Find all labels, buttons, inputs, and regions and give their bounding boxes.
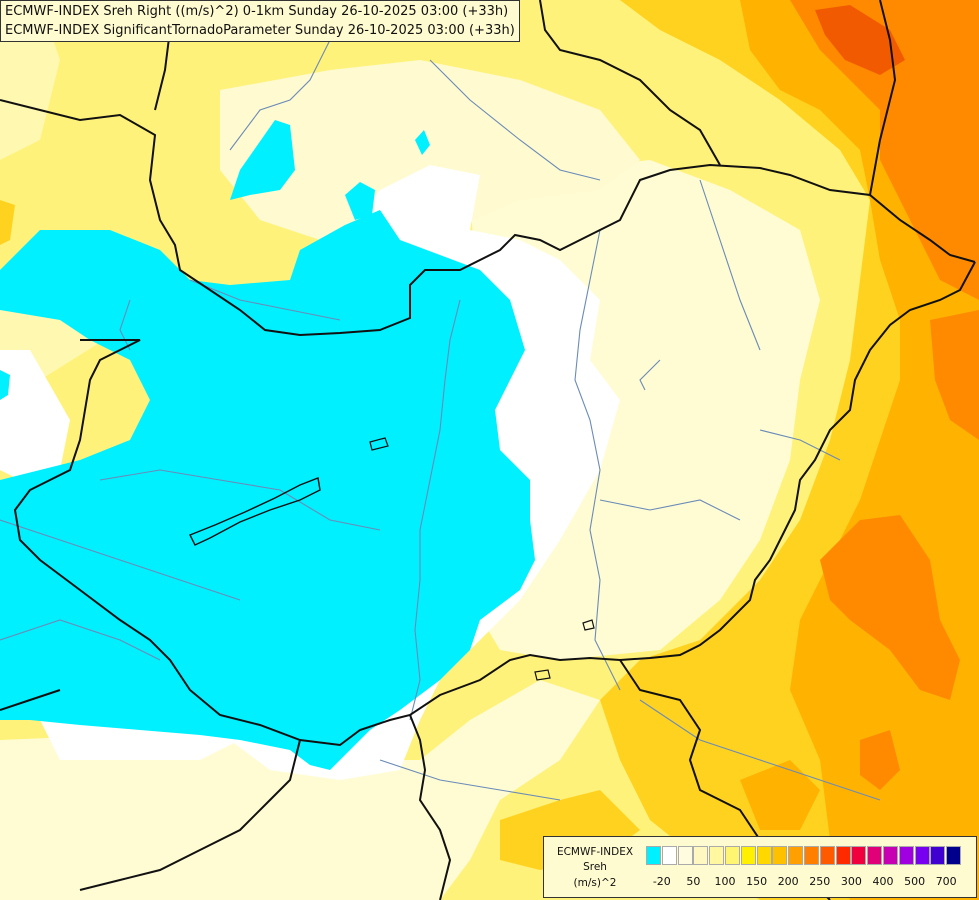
deep-orange-zone-se2 (860, 730, 900, 790)
legend-swatch (693, 846, 709, 865)
legend-tick-label: 400 (872, 875, 894, 888)
legend-tick-label: 300 (840, 875, 862, 888)
legend-swatch (946, 846, 962, 865)
legend-swatch (709, 846, 725, 865)
red-orange-zone-ne (815, 5, 905, 75)
legend-swatch (883, 846, 898, 865)
legend-swatch (804, 846, 819, 865)
legend-tick-label: -20 (652, 875, 671, 888)
legend-swatch (819, 846, 835, 865)
title-line-sreh: ECMWF-INDEX Sreh Right ((m/s)^2) 0-1km S… (5, 4, 509, 19)
lake-small-2 (582, 619, 595, 631)
orange-zone-south-blob (740, 760, 820, 830)
legend-tick-label: 200 (777, 875, 799, 888)
legend-swatch (835, 846, 851, 865)
legend-unit-label: (m/s)^2 (573, 877, 617, 889)
lake-small (369, 437, 389, 451)
cyan-zone-west-edge (0, 370, 10, 400)
legend-swatch (898, 846, 914, 865)
cyan-zone-north (230, 120, 295, 200)
legend-tick-label: 250 (809, 875, 831, 888)
color-legend: ECMWF-INDEX Sreh (m/s)^2 -20 50 100 150 200 2… (543, 836, 977, 898)
legend-swatch (788, 846, 804, 865)
cyan-zone-small (345, 182, 375, 220)
legend-model-label: ECMWF-INDEX (556, 846, 634, 858)
river-network (0, 0, 881, 801)
cyan-zone-dot (415, 130, 430, 155)
legend-tick-label: 150 (746, 875, 768, 888)
gold-zone-west (0, 200, 15, 245)
deep-orange-zone-se (820, 515, 960, 700)
lake-small-3 (534, 669, 551, 681)
legend-swatch (772, 846, 788, 865)
legend-swatch (646, 846, 661, 865)
legend-swatch (756, 846, 772, 865)
pale-region-south (0, 680, 600, 900)
legend-swatch (867, 846, 883, 865)
legend-tick-label: 50 (686, 875, 701, 888)
legend-swatch (851, 846, 867, 865)
legend-swatch (740, 846, 756, 865)
deep-orange-zone-east (930, 310, 979, 440)
title-line-stp: ECMWF-INDEX SignificantTornadoParameter … (5, 23, 515, 38)
lake-balaton (189, 477, 321, 546)
legend-tick-label: 100 (714, 875, 736, 888)
deep-orange-zone-ne (790, 0, 979, 300)
pale-region-north (220, 60, 640, 240)
legend-variable-label: Sreh (583, 861, 607, 873)
legend-swatch (661, 846, 677, 865)
legend-swatch (914, 846, 930, 865)
legend-swatch (725, 846, 740, 865)
map-title-box: ECMWF-INDEX Sreh Right ((m/s)^2) 0-1km S… (0, 0, 520, 42)
legend-swatch (930, 846, 946, 865)
legend-swatch (677, 846, 693, 865)
legend-tick-label: 700 (935, 875, 957, 888)
white-zone-west (0, 350, 70, 480)
legend-tick-label: 500 (904, 875, 926, 888)
